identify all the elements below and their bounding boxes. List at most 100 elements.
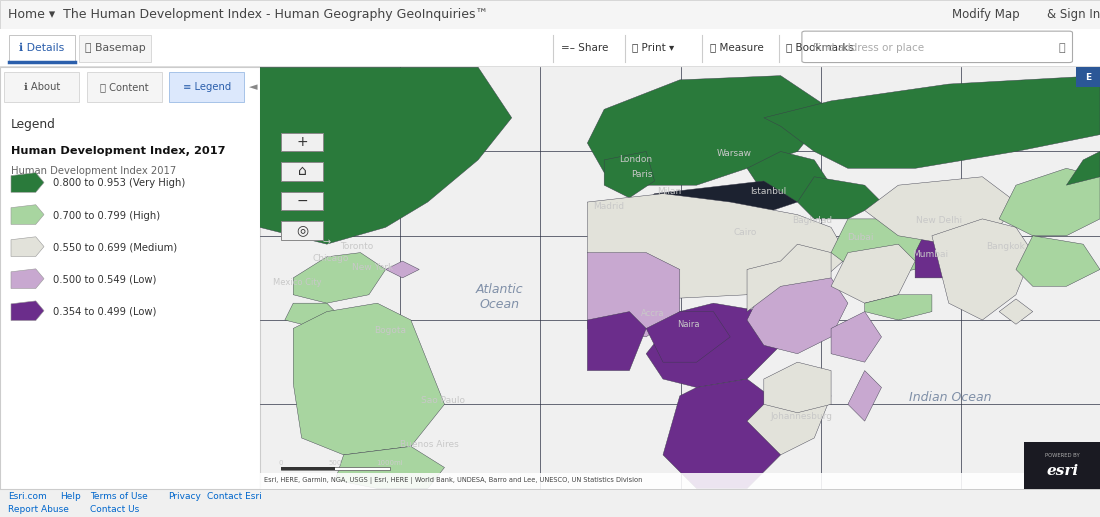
Polygon shape (604, 151, 654, 198)
Bar (9, 35, 75, 62)
Text: Paris: Paris (631, 170, 652, 179)
Polygon shape (646, 303, 781, 387)
Text: Johannesburg: Johannesburg (771, 412, 833, 421)
Text: 📖 Bookmarks: 📖 Bookmarks (786, 42, 855, 53)
Text: Istanbul: Istanbul (750, 187, 786, 196)
Polygon shape (11, 173, 44, 192)
Bar (0, 29, 1100, 67)
Polygon shape (747, 371, 832, 455)
Polygon shape (646, 312, 730, 362)
Text: −: − (296, 194, 308, 208)
Bar (280, 132, 323, 151)
Text: Sao Paulo: Sao Paulo (421, 396, 465, 405)
Text: Contact Esri: Contact Esri (207, 492, 262, 501)
Text: Contact Us: Contact Us (90, 505, 140, 513)
FancyBboxPatch shape (802, 31, 1072, 63)
Text: Mumbai: Mumbai (912, 250, 948, 259)
Text: Find address or place: Find address or place (813, 42, 924, 53)
Text: 0.800 to 0.953 (Very High): 0.800 to 0.953 (Very High) (53, 178, 185, 189)
Polygon shape (285, 303, 343, 328)
Bar (280, 467, 389, 469)
Text: Report Abuse: Report Abuse (8, 505, 68, 513)
Text: →: → (322, 237, 331, 247)
Text: Human Development Index, 2017: Human Development Index, 2017 (11, 146, 225, 156)
Text: 0.550 to 0.699 (Medium): 0.550 to 0.699 (Medium) (53, 242, 177, 253)
Polygon shape (999, 169, 1100, 236)
Polygon shape (747, 244, 832, 312)
Text: 0.500 to 0.549 (Low): 0.500 to 0.549 (Low) (53, 275, 156, 285)
Text: 0.354 to 0.499 (Low): 0.354 to 0.499 (Low) (53, 307, 156, 317)
Polygon shape (11, 269, 44, 288)
Text: 🖨 Print ▾: 🖨 Print ▾ (632, 42, 674, 53)
Polygon shape (848, 371, 881, 421)
Polygon shape (629, 181, 798, 223)
Polygon shape (294, 253, 386, 303)
Text: 🔍: 🔍 (1058, 42, 1065, 53)
Text: Toronto: Toronto (340, 242, 373, 251)
Text: ⬜ Basemap: ⬜ Basemap (85, 43, 145, 53)
Polygon shape (1066, 151, 1100, 185)
Text: Bogota: Bogota (374, 326, 406, 335)
Bar (0, 0, 1100, 29)
Text: ≡ Legend: ≡ Legend (183, 82, 231, 92)
Bar (1077, 67, 1100, 87)
Polygon shape (865, 177, 1016, 244)
Text: Legend: Legend (11, 117, 56, 131)
Text: Esri.com: Esri.com (8, 492, 46, 501)
Polygon shape (587, 312, 646, 371)
Polygon shape (260, 67, 512, 244)
Text: ℹ About: ℹ About (24, 82, 59, 92)
Polygon shape (1016, 236, 1100, 286)
Text: Mexico City: Mexico City (273, 279, 321, 287)
Bar (87, 72, 162, 102)
Bar (280, 162, 323, 181)
Text: 0.700 to 0.799 (High): 0.700 to 0.799 (High) (53, 210, 160, 221)
Text: POWERED BY: POWERED BY (1045, 453, 1079, 458)
Text: ℹ Details: ℹ Details (19, 43, 65, 53)
Text: Atlantic
Ocean: Atlantic Ocean (475, 283, 522, 311)
Polygon shape (915, 219, 982, 278)
Text: Naira: Naira (676, 320, 700, 329)
Bar (79, 35, 151, 62)
Polygon shape (999, 299, 1033, 324)
Polygon shape (663, 379, 781, 489)
Text: Dubai: Dubai (847, 233, 873, 242)
Bar (260, 473, 1100, 489)
Text: Terms of Use: Terms of Use (90, 492, 147, 501)
Text: New York: New York (352, 263, 394, 272)
Bar (1024, 442, 1100, 489)
Text: Milan: Milan (658, 187, 682, 196)
Polygon shape (832, 219, 932, 278)
Text: Human Development Index 2017: Human Development Index 2017 (11, 165, 176, 176)
Text: New Delhi: New Delhi (915, 216, 961, 225)
Polygon shape (832, 244, 915, 303)
Text: 500: 500 (329, 460, 342, 466)
Text: Privacy: Privacy (168, 492, 201, 501)
Polygon shape (798, 177, 881, 219)
Text: 0: 0 (278, 460, 283, 466)
Bar (280, 191, 323, 210)
Bar (280, 221, 323, 240)
Polygon shape (865, 295, 932, 320)
Bar (280, 467, 336, 469)
Text: ◎: ◎ (296, 223, 308, 237)
Bar (0, 66, 1100, 67)
Polygon shape (11, 237, 44, 256)
Text: Buenos Aires: Buenos Aires (400, 440, 459, 449)
Text: +: + (296, 135, 308, 149)
Text: =– Share: =– Share (561, 42, 608, 53)
Polygon shape (294, 303, 444, 455)
Bar (0, 489, 1100, 490)
Polygon shape (11, 301, 44, 321)
Text: 1000mi: 1000mi (376, 460, 404, 466)
Text: Esri, HERE, Garmin, NGA, USGS | Esri, HERE | World Bank, UNDESA, Barro and Lee, : Esri, HERE, Garmin, NGA, USGS | Esri, HE… (264, 477, 642, 484)
Text: & Sign In: & Sign In (1047, 8, 1100, 21)
Bar (0, 67, 260, 489)
Text: Accra: Accra (641, 309, 664, 318)
Polygon shape (832, 312, 881, 362)
Text: Bangkok: Bangkok (987, 242, 1025, 251)
Polygon shape (763, 362, 832, 413)
Polygon shape (587, 194, 848, 299)
Text: Cairo: Cairo (734, 229, 757, 237)
Text: esri: esri (1046, 464, 1078, 478)
